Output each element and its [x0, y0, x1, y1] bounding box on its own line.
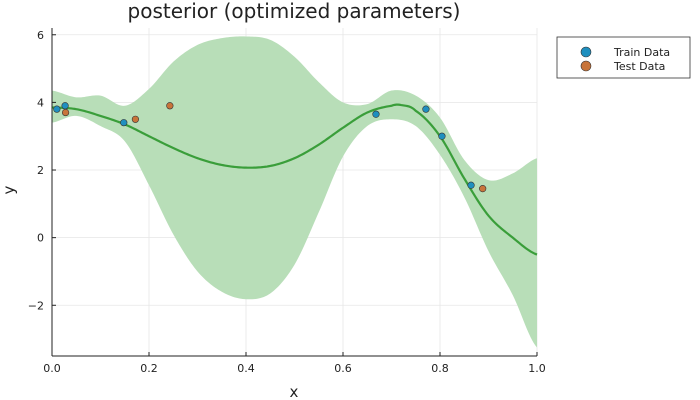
mean-line-layer [51, 103, 538, 256]
x-tick-label-1: 0.2 [140, 362, 158, 375]
legend-label-test: Test Data [613, 60, 665, 73]
train-point-3 [372, 110, 380, 118]
y-tick-label-1: 0 [37, 232, 44, 245]
legend-marker-test [580, 60, 592, 72]
train-point-0 [53, 105, 61, 113]
axes [51, 28, 538, 357]
mean-line-0 [51, 103, 538, 256]
y-tick-labels: −2 0 2 4 6 [28, 29, 44, 313]
legend: Train Data Test Data [556, 36, 691, 79]
train-point-2 [120, 119, 128, 127]
confidence-band-0 [52, 36, 537, 348]
legend-box [556, 36, 691, 79]
confidence-band-layer [52, 36, 537, 348]
test-point-3 [479, 185, 487, 193]
x-tick-label-3: 0.6 [334, 362, 352, 375]
y-tick-label-0: −2 [28, 299, 44, 312]
y-tick-label-3: 4 [37, 96, 44, 109]
train-point-5 [438, 132, 446, 140]
chart-title: posterior (optimized parameters) [128, 0, 461, 23]
legend-label-train: Train Data [613, 46, 670, 59]
x-axis-label: x [290, 383, 299, 400]
y-tick-label-2: 2 [37, 164, 44, 177]
x-tick-label-0: 0.0 [43, 362, 61, 375]
legend-marker-train [580, 46, 592, 58]
x-tick-labels: 0.0 0.2 0.4 0.6 0.8 1.0 [43, 362, 546, 375]
x-tick-label-4: 0.8 [431, 362, 449, 375]
train-point-4 [422, 105, 430, 113]
y-tick-label-4: 6 [37, 29, 44, 42]
test-point-2 [166, 102, 174, 110]
x-tick-label-2: 0.4 [237, 362, 255, 375]
points-layer [53, 102, 487, 193]
x-tick-label-5: 1.0 [528, 362, 546, 375]
y-axis-label: y [0, 185, 18, 194]
test-point-0 [61, 108, 70, 117]
train-point-6 [467, 181, 475, 189]
train-point-1 [61, 102, 69, 110]
test-point-1 [131, 115, 140, 123]
